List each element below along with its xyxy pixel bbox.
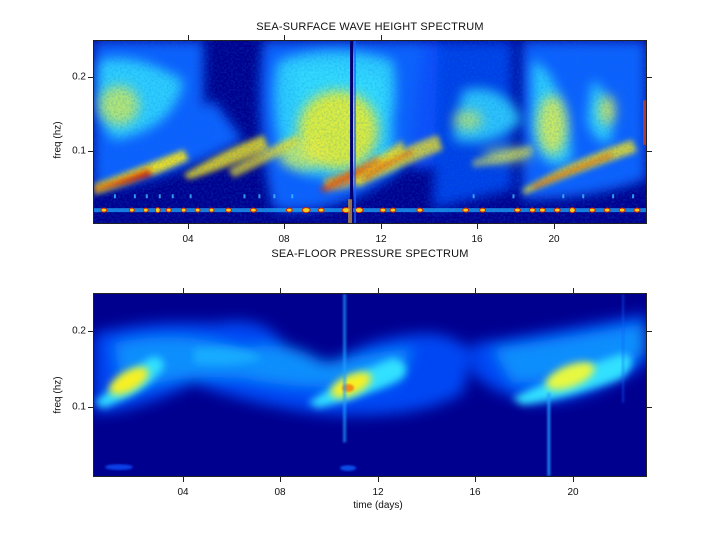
top-xtick-label: 12: [375, 234, 387, 245]
bottom-xtick-label: 12: [372, 487, 384, 498]
top-xtick-mark: [284, 224, 285, 229]
bottom-xtick-label: 16: [469, 487, 481, 498]
seafloor-pressure-spectrogram: [93, 293, 647, 477]
top-xtick-mark: [554, 224, 555, 229]
bottom-y-axis-label: freq (hz): [52, 376, 64, 414]
top-ytick-mark-0.1: [88, 151, 93, 152]
bottom-chart-title: SEA-FLOOR PRESSURE SPECTRUM: [271, 248, 469, 260]
top-xtick-label: 20: [548, 234, 560, 245]
bottom-xtick-mark-top: [573, 288, 574, 293]
bottom-ytick-mark-0.2: [88, 331, 93, 332]
top-xtick-label: 04: [182, 234, 194, 245]
wave-height-spectrogram: [93, 40, 647, 224]
wave-height-heatmap: [94, 41, 646, 223]
top-xtick-mark-top: [381, 35, 382, 40]
seafloor-pressure-heatmap: [94, 294, 646, 476]
bottom-ytick-label: 0.2: [72, 325, 86, 337]
bottom-ytick-mark-right-0.2: [647, 331, 652, 332]
top-xtick-label: 08: [278, 234, 290, 245]
top-ytick-label: 0.2: [72, 71, 86, 83]
top-xtick-mark: [477, 224, 478, 229]
top-ytick-mark-0.2: [88, 77, 93, 78]
bottom-xtick-mark: [475, 477, 476, 482]
bottom-xtick-mark-top: [378, 288, 379, 293]
top-xtick-mark-top: [188, 35, 189, 40]
bottom-xtick-label: 04: [177, 487, 189, 498]
bottom-ytick-mark-0.1: [88, 407, 93, 408]
top-ytick-mark-right-0.2: [647, 77, 652, 78]
top-y-axis-label: freq (hz): [52, 121, 64, 159]
bottom-xtick-mark: [378, 477, 379, 482]
bottom-x-axis-label: time (days): [353, 500, 403, 511]
top-xtick-mark: [188, 224, 189, 229]
bottom-xtick-label: 08: [274, 487, 286, 498]
top-ytick-mark-right-0.1: [647, 151, 652, 152]
bottom-xtick-label: 20: [567, 487, 579, 498]
top-xtick-mark: [381, 224, 382, 229]
top-xtick-mark-top: [284, 35, 285, 40]
top-chart-title: SEA-SURFACE WAVE HEIGHT SPECTRUM: [256, 21, 484, 33]
bottom-xtick-mark: [183, 477, 184, 482]
bottom-xtick-mark-top: [183, 288, 184, 293]
bottom-xtick-mark: [573, 477, 574, 482]
bottom-xtick-mark-top: [475, 288, 476, 293]
bottom-xtick-mark: [280, 477, 281, 482]
bottom-ytick-label: 0.1: [72, 401, 86, 413]
bottom-ytick-mark-right-0.1: [647, 407, 652, 408]
bottom-xtick-mark-top: [280, 288, 281, 293]
top-ytick-label: 0.1: [72, 145, 86, 157]
top-xtick-label: 16: [471, 234, 483, 245]
